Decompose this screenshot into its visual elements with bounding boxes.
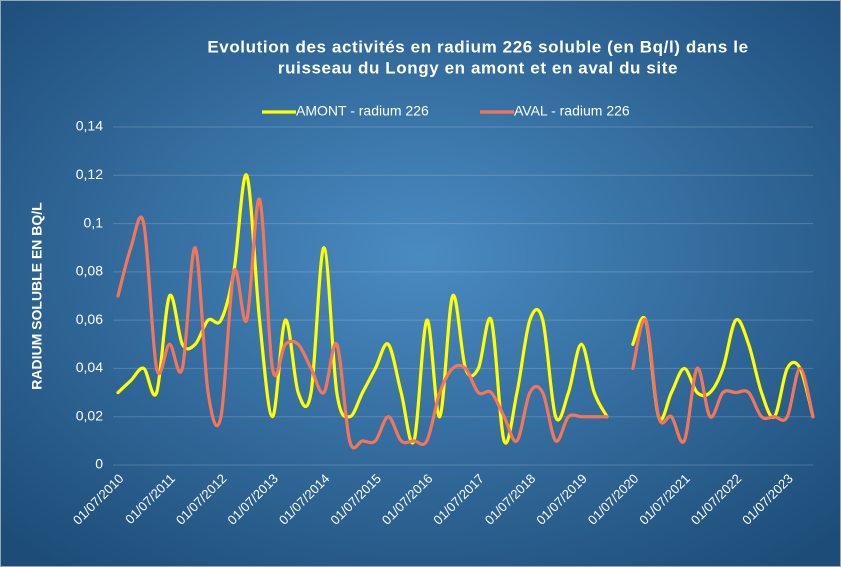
series-line	[116, 197, 609, 450]
y-tick-label: 0,02	[76, 407, 103, 423]
series-line	[116, 173, 609, 445]
y-tick-label: 0	[95, 456, 103, 472]
series-line	[631, 317, 815, 444]
y-tick-label: 0,04	[76, 359, 103, 375]
legend-label: AMONT - radium 226	[296, 103, 429, 119]
chart-title: ruisseau du Longy en amont et en aval du…	[278, 58, 678, 77]
legend-label: AVAL - radium 226	[514, 103, 630, 119]
y-axis-label: RADIUM SOLUBLE EN BQ/L	[29, 202, 45, 390]
y-tick-label: 0,14	[76, 118, 103, 134]
y-tick-label: 0,1	[84, 214, 104, 230]
y-tick-label: 0,06	[76, 311, 103, 327]
y-tick-label: 0,08	[76, 263, 103, 279]
y-tick-label: 0,12	[76, 166, 103, 182]
chart-title: Evolution des activités en radium 226 so…	[207, 37, 748, 56]
